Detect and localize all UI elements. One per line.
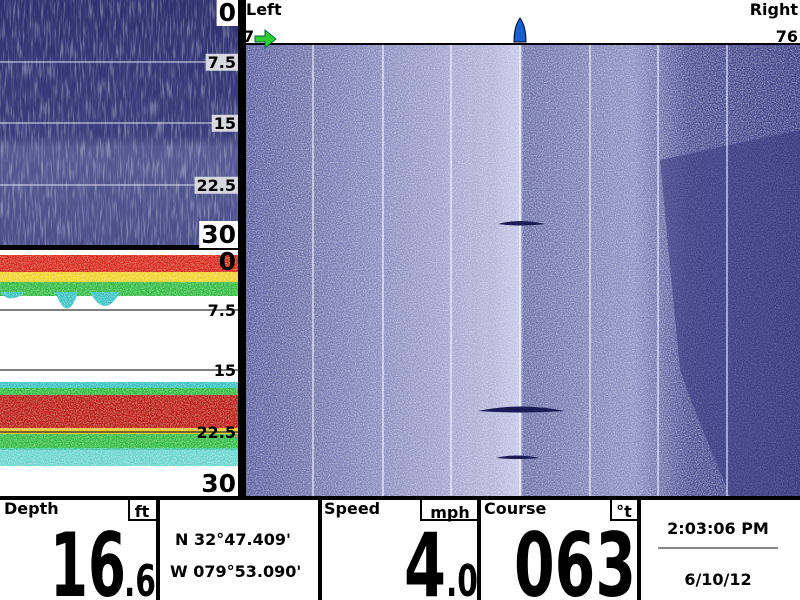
speed-fraction: .0 [446, 556, 478, 600]
divider [156, 496, 160, 600]
left-range: 7 [243, 27, 254, 46]
sonar-texture [0, 255, 238, 470]
course-unit: °t [616, 502, 632, 521]
right-label: Right [750, 0, 799, 19]
divider [477, 496, 481, 600]
unit-box [128, 496, 130, 520]
scale-label-box [211, 114, 238, 132]
structure-shadow [660, 130, 800, 496]
depth-scale-label: 0 [219, 247, 236, 276]
clock-date: 6/10/12 [684, 570, 751, 589]
range-lines [312, 45, 728, 496]
right-range: 76 [776, 27, 798, 46]
scale-label-box [205, 53, 238, 71]
unit-box [420, 519, 478, 521]
speed-unit: mph [430, 503, 470, 522]
depth-fraction: .6 [124, 556, 156, 600]
depth-scale-label: 30 [201, 220, 236, 249]
depth-scale-label: 30 [201, 469, 236, 498]
scale-label-box [216, 0, 238, 26]
depth-scale-label: 15 [214, 361, 236, 380]
depth-scale-label: 0 [219, 0, 236, 27]
left-label: Left [246, 0, 282, 19]
unit-box [420, 496, 422, 520]
fish-shadow [478, 406, 565, 413]
depth-scale-label: 22.5 [197, 176, 236, 195]
status-top-border [0, 496, 800, 500]
depth-scale-label: 15 [214, 114, 236, 133]
unit-box [128, 519, 158, 521]
clock-divider [658, 547, 778, 549]
clock-time: 2:03:06 PM [667, 519, 769, 538]
latitude: N 32°47.409' [175, 530, 291, 549]
left-arrow [254, 28, 277, 50]
status-dividers [128, 496, 778, 600]
fish-shadow [496, 455, 540, 459]
depth-unit: ft [135, 502, 150, 521]
pane-divider [0, 245, 240, 250]
scale-label-box [194, 176, 238, 194]
depth-scale-label: 22.5 [197, 423, 236, 442]
unit-box [610, 519, 638, 521]
column-divider [238, 0, 246, 496]
longitude: W 079°53.090' [170, 562, 301, 581]
scale-label-box [199, 221, 238, 248]
boat-marker [513, 17, 527, 43]
course-label: Course [484, 499, 547, 518]
fish-shadows [478, 221, 565, 459]
divider [637, 496, 641, 600]
speed-label: Speed [324, 499, 380, 518]
depth-scale-label: 7.5 [208, 53, 236, 72]
speed-whole: 4 [404, 514, 446, 600]
depth-scale-label: 7.5 [208, 301, 236, 320]
divider [318, 496, 322, 600]
unit-box [610, 496, 612, 520]
depth-label: Depth [4, 499, 59, 518]
depth-whole: 16 [50, 514, 126, 600]
course-value: 063 [514, 514, 636, 600]
fish-shadow [498, 221, 545, 226]
